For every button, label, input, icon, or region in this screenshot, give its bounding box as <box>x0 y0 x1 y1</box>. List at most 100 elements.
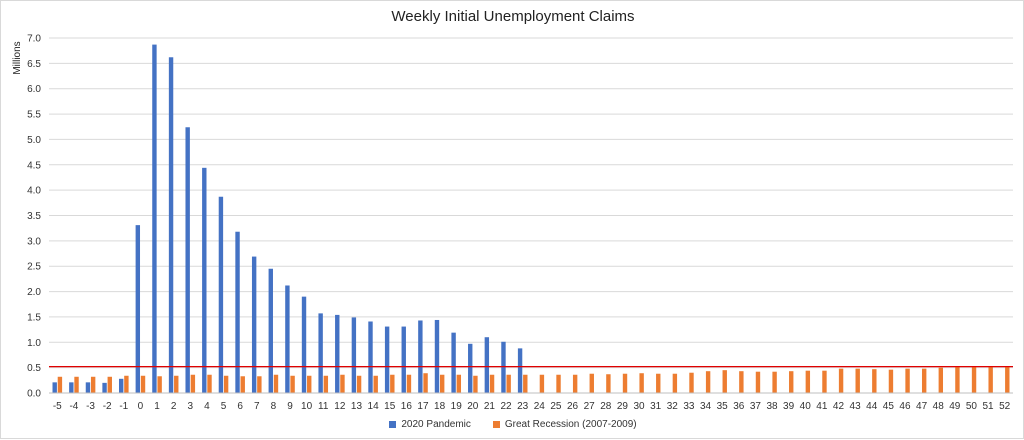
bar-recession <box>705 371 711 393</box>
x-tick-label: -5 <box>53 401 62 412</box>
bar-pandemic <box>135 225 141 393</box>
bar-recession <box>207 374 212 393</box>
y-tick-label: 4.5 <box>27 160 41 171</box>
y-tick-label: 3.5 <box>27 211 41 222</box>
x-tick-label: 24 <box>534 401 546 412</box>
bar-pandemic <box>69 382 74 393</box>
bar-pandemic <box>468 343 473 393</box>
bar-pandemic <box>301 296 307 393</box>
bar-recession <box>423 373 428 393</box>
bar-recession <box>838 368 844 393</box>
bar-recession <box>1005 366 1010 393</box>
bar-recession <box>606 374 611 393</box>
y-axis-label: Millions <box>12 41 23 74</box>
bar-recession <box>739 371 744 393</box>
bar-pandemic <box>517 348 523 393</box>
x-tick-label: 51 <box>983 401 995 412</box>
legend-swatch-recession <box>492 421 500 428</box>
bar-pandemic <box>351 317 357 393</box>
x-tick-label: 43 <box>850 401 862 412</box>
bar-pandemic <box>335 314 340 393</box>
x-tick-label: 35 <box>717 401 729 412</box>
y-tick-label: 5.0 <box>27 135 41 146</box>
bar-recession <box>373 375 378 393</box>
bar-recession <box>872 369 877 393</box>
bar-pandemic <box>318 313 323 393</box>
bar-recession <box>938 367 944 393</box>
x-tick-label: 25 <box>550 401 562 412</box>
x-tick-label: 42 <box>833 401 845 412</box>
x-tick-label: 30 <box>633 401 645 412</box>
legend-label-recession: Great Recession (2007-2009) <box>504 419 637 430</box>
bar-recession <box>589 373 594 393</box>
bar-pandemic <box>118 378 124 393</box>
bar-recession <box>124 375 129 393</box>
bar-recession <box>323 375 329 393</box>
bar-pandemic <box>384 326 390 393</box>
bar-recession <box>140 375 146 393</box>
bar-recession <box>789 371 794 393</box>
x-tick-label: 9 <box>287 401 293 412</box>
x-tick-label: 33 <box>683 401 695 412</box>
x-tick-label: 31 <box>650 401 662 412</box>
bar-recession <box>506 374 511 393</box>
bar-recession <box>639 373 644 393</box>
bar-recession <box>273 374 279 393</box>
x-tick-label: 11 <box>318 401 329 412</box>
bar-recession <box>656 373 661 393</box>
x-tick-label: 52 <box>999 401 1011 412</box>
x-tick-label: 29 <box>617 401 629 412</box>
bar-pandemic <box>52 382 57 393</box>
x-tick-label: 18 <box>434 401 446 412</box>
bar-recession <box>74 376 79 393</box>
x-tick-label: 10 <box>301 401 313 412</box>
y-tick-label: 4.0 <box>27 186 41 197</box>
x-tick-label: 37 <box>750 401 762 412</box>
x-tick-label: 36 <box>733 401 745 412</box>
x-tick-label: 8 <box>271 401 277 412</box>
y-tick-label: 1.5 <box>27 312 41 323</box>
bar-pandemic <box>434 319 440 393</box>
bar-recession <box>107 376 112 393</box>
bar-recession <box>307 375 312 393</box>
bar-recession <box>971 366 977 393</box>
x-tick-label: 40 <box>800 401 812 412</box>
x-tick-label: 44 <box>866 401 878 412</box>
bar-pandemic <box>268 268 273 393</box>
bar-recession <box>356 375 362 393</box>
bar-recession <box>390 374 395 393</box>
bar-recession <box>257 376 262 393</box>
bar-recession <box>822 370 827 393</box>
bar-recession <box>489 374 495 393</box>
bar-recession <box>157 376 162 393</box>
x-tick-label: 45 <box>883 401 895 412</box>
x-tick-label: 17 <box>417 401 429 412</box>
bar-recession <box>523 374 528 393</box>
bar-pandemic <box>152 44 157 393</box>
bar-pandemic <box>218 196 224 393</box>
bar-recession <box>456 374 462 393</box>
x-tick-label: 50 <box>966 401 978 412</box>
y-tick-label: 3.0 <box>27 236 41 247</box>
bar-recession <box>290 375 295 393</box>
legend-item-pandemic: 2020 Pandemic <box>389 419 471 430</box>
x-tick-label: 16 <box>401 401 413 412</box>
bar-recession <box>622 373 628 393</box>
bar-recession <box>57 376 63 393</box>
legend-label-pandemic: 2020 Pandemic <box>401 419 471 430</box>
y-tick-label: 2.0 <box>27 287 41 298</box>
bar-recession <box>988 366 993 393</box>
x-tick-label: 5 <box>221 401 227 412</box>
bar-pandemic <box>451 332 456 393</box>
x-tick-label: 47 <box>916 401 928 412</box>
x-tick-label: 20 <box>467 401 479 412</box>
x-tick-label: 38 <box>766 401 778 412</box>
x-tick-label: 19 <box>451 401 463 412</box>
bar-recession <box>539 374 545 393</box>
bar-pandemic <box>168 57 174 394</box>
bar-recession <box>689 372 694 393</box>
bar-recession <box>174 375 179 393</box>
x-tick-label: 46 <box>899 401 911 412</box>
